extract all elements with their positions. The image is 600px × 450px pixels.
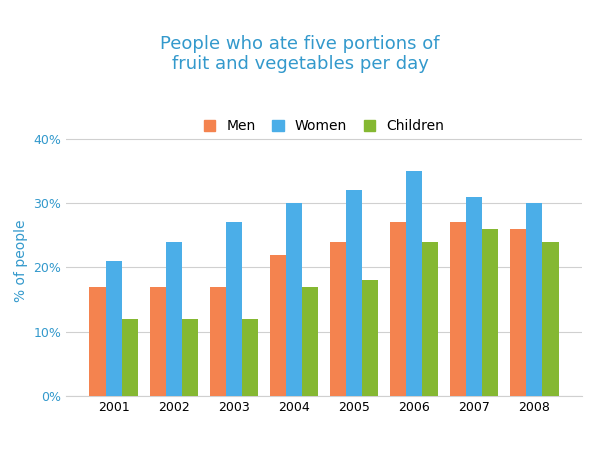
Bar bbox=[209, 287, 226, 396]
Bar bbox=[346, 190, 362, 396]
Bar bbox=[226, 222, 242, 396]
Bar bbox=[286, 203, 302, 396]
Bar bbox=[149, 287, 166, 396]
Bar bbox=[526, 203, 542, 396]
Bar bbox=[122, 319, 138, 396]
Bar bbox=[330, 242, 346, 396]
Bar bbox=[406, 171, 422, 396]
Bar bbox=[182, 319, 198, 396]
Bar bbox=[390, 222, 406, 396]
Bar bbox=[269, 255, 286, 396]
Bar bbox=[166, 242, 182, 396]
Y-axis label: % of people: % of people bbox=[14, 220, 28, 302]
Text: People who ate five portions of
fruit and vegetables per day: People who ate five portions of fruit an… bbox=[160, 35, 440, 73]
Bar bbox=[106, 261, 122, 396]
Bar bbox=[450, 222, 466, 396]
Bar bbox=[466, 197, 482, 396]
Bar bbox=[242, 319, 258, 396]
Bar bbox=[422, 242, 439, 396]
Bar bbox=[362, 280, 379, 396]
Bar bbox=[302, 287, 318, 396]
Bar bbox=[510, 229, 526, 396]
Bar bbox=[542, 242, 559, 396]
Bar bbox=[482, 229, 499, 396]
Legend: Men, Women, Children: Men, Women, Children bbox=[200, 115, 448, 137]
Bar bbox=[89, 287, 106, 396]
